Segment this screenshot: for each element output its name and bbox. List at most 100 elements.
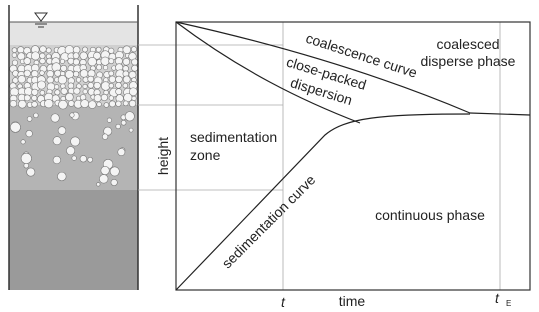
x-axis-label: time bbox=[339, 293, 366, 309]
level-symbol bbox=[35, 13, 47, 21]
bubble bbox=[109, 59, 114, 64]
bubble bbox=[27, 168, 35, 176]
diagram: height time t t E coalesced disperse pha… bbox=[0, 0, 539, 312]
bubble bbox=[73, 46, 80, 53]
bubble bbox=[96, 65, 101, 70]
bubble bbox=[71, 137, 80, 146]
bubble bbox=[123, 58, 130, 65]
bubble bbox=[55, 70, 61, 76]
bubble bbox=[129, 100, 136, 107]
bubble bbox=[58, 75, 67, 84]
bubble bbox=[101, 94, 108, 101]
bubble bbox=[10, 100, 17, 107]
bubble bbox=[123, 101, 128, 106]
bubble bbox=[10, 122, 20, 132]
bubble bbox=[81, 100, 89, 108]
bubble bbox=[60, 59, 64, 63]
bubble bbox=[132, 65, 138, 71]
bubble bbox=[72, 156, 77, 161]
bubble bbox=[32, 89, 38, 95]
bubble bbox=[18, 53, 25, 60]
region-label: sedimentation bbox=[190, 129, 277, 145]
bubble bbox=[88, 57, 97, 66]
bubble bbox=[40, 46, 47, 53]
bubble bbox=[116, 124, 121, 129]
bubble bbox=[94, 95, 101, 102]
bubble bbox=[111, 179, 117, 185]
bubble bbox=[104, 103, 109, 108]
bubble bbox=[107, 118, 111, 122]
bubble bbox=[109, 83, 114, 88]
bubble bbox=[83, 89, 88, 94]
bubble bbox=[82, 47, 87, 52]
bubble bbox=[66, 147, 74, 155]
bubble bbox=[65, 70, 73, 78]
y-axis-label: height bbox=[155, 137, 171, 175]
bubble bbox=[54, 85, 58, 89]
bubble bbox=[46, 48, 51, 53]
bubble bbox=[132, 59, 138, 65]
bubble bbox=[32, 95, 37, 100]
bubble bbox=[24, 58, 31, 65]
bubble bbox=[24, 163, 29, 168]
bubble bbox=[53, 137, 61, 145]
bubble bbox=[116, 101, 122, 107]
bubble bbox=[123, 76, 130, 83]
bubble bbox=[24, 70, 31, 77]
bubble bbox=[123, 83, 128, 88]
bubble bbox=[88, 157, 93, 162]
bubble bbox=[115, 82, 121, 88]
bubble bbox=[40, 58, 46, 64]
bubble bbox=[96, 183, 100, 187]
bubble bbox=[21, 140, 25, 144]
bubble bbox=[61, 88, 67, 94]
bubble bbox=[96, 47, 101, 52]
bubble bbox=[116, 89, 122, 95]
bubble bbox=[109, 96, 114, 101]
bubble bbox=[116, 76, 123, 83]
bubble bbox=[101, 57, 109, 65]
bubble bbox=[121, 120, 126, 125]
bubble bbox=[73, 59, 79, 65]
bubble bbox=[40, 90, 45, 95]
bubble bbox=[57, 172, 66, 181]
bubble bbox=[88, 82, 94, 88]
bubble bbox=[24, 88, 32, 96]
bubble bbox=[110, 167, 119, 176]
bubble bbox=[18, 75, 26, 83]
bubble bbox=[68, 100, 74, 106]
bubble bbox=[125, 112, 134, 121]
bubble bbox=[47, 77, 54, 84]
tick-label: t bbox=[495, 290, 500, 306]
bubble bbox=[40, 71, 45, 76]
region-label: zone bbox=[190, 147, 221, 163]
region-label: coalesced bbox=[436, 36, 499, 52]
bubble bbox=[44, 99, 53, 108]
bubble bbox=[123, 46, 131, 54]
continuous-layer bbox=[9, 190, 138, 290]
bubble bbox=[80, 70, 88, 78]
bubble bbox=[12, 48, 17, 53]
tick-label: t bbox=[281, 294, 286, 310]
bubble bbox=[109, 101, 115, 107]
bubble bbox=[55, 90, 60, 95]
bubble bbox=[24, 95, 30, 101]
bubble bbox=[58, 100, 67, 109]
bubble bbox=[40, 53, 46, 59]
bubble bbox=[88, 76, 94, 82]
bubble bbox=[102, 134, 108, 140]
bubble bbox=[109, 76, 116, 83]
bubble bbox=[51, 114, 59, 122]
bubble bbox=[129, 128, 133, 132]
bubble bbox=[26, 130, 33, 137]
bubble bbox=[88, 101, 96, 109]
bubble bbox=[118, 149, 125, 156]
bubble bbox=[73, 71, 79, 77]
bubble bbox=[97, 102, 102, 107]
curve-label: sedimentation curve bbox=[219, 171, 319, 271]
bubble bbox=[73, 53, 79, 59]
bubble bbox=[109, 71, 114, 76]
bubble bbox=[31, 70, 38, 77]
region-label: disperse phase bbox=[421, 53, 516, 69]
bubble bbox=[83, 84, 87, 88]
